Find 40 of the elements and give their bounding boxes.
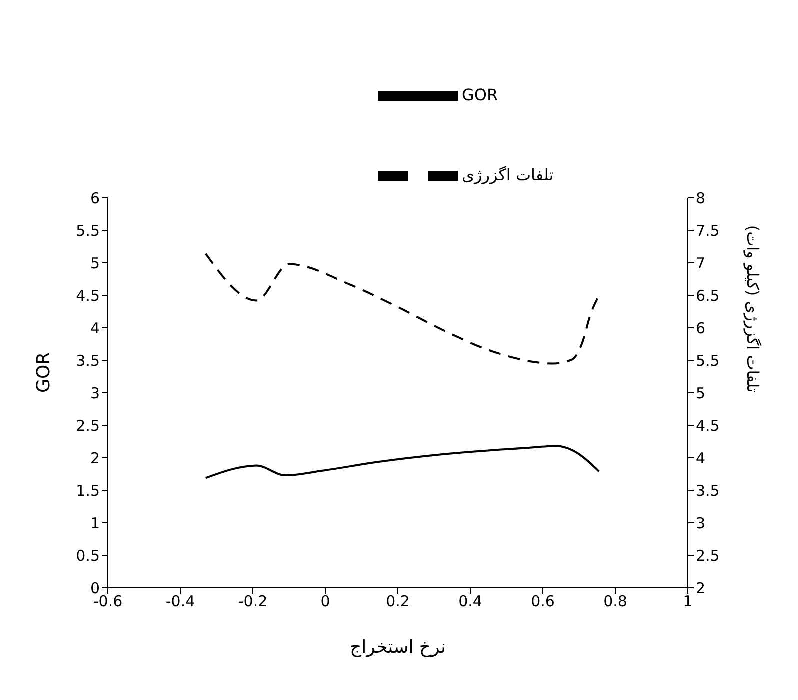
x-tick-label: 0.4 bbox=[458, 592, 482, 611]
y2-tick-label: 5.5 bbox=[696, 352, 720, 370]
line-series bbox=[204, 445, 600, 480]
x-tick-label: 1 bbox=[683, 592, 693, 611]
y-tick-label: 3.5 bbox=[76, 352, 100, 370]
x-tick-label: 0.6 bbox=[531, 592, 555, 611]
y2-tick-label: 3 bbox=[696, 514, 706, 532]
y2-tick-label: 2.5 bbox=[696, 546, 720, 565]
y2-tick-label: 4.5 bbox=[696, 416, 720, 435]
y-tick-label: 2.5 bbox=[76, 416, 100, 435]
y2-tick-label: 6.5 bbox=[696, 286, 720, 305]
legend-label: تلفات اگزرژی bbox=[462, 165, 554, 184]
y2-tick-label: 2 bbox=[696, 579, 706, 598]
y2-tick-label: 3.5 bbox=[696, 482, 720, 500]
y-tick-label: 5 bbox=[90, 254, 100, 272]
y2-tick-label: 5 bbox=[696, 384, 706, 402]
legend-label: GOR bbox=[462, 85, 498, 104]
y-tick-label: 1.5 bbox=[76, 482, 100, 500]
x-tick-label: -0.4 bbox=[166, 592, 196, 611]
y-tick-label: 5.5 bbox=[76, 222, 100, 240]
y2-tick-label: 7 bbox=[696, 254, 706, 272]
x-tick-label: -0.2 bbox=[238, 592, 268, 611]
x-tick-label: 0 bbox=[320, 592, 330, 611]
y-axis-title: GOR bbox=[33, 352, 54, 393]
y-tick-label: 4.5 bbox=[76, 286, 100, 305]
y-tick-label: 1 bbox=[90, 514, 100, 532]
line-series bbox=[204, 252, 600, 365]
y-tick-label: 6 bbox=[90, 189, 100, 208]
y-tick-label: 3 bbox=[90, 384, 100, 402]
y-tick-label: 2 bbox=[90, 449, 100, 468]
x-axis-title: نرخ استخراج bbox=[350, 637, 446, 658]
y-tick-label: 0.5 bbox=[76, 546, 100, 565]
x-tick-label: 0.8 bbox=[604, 592, 628, 611]
y2-tick-label: 7.5 bbox=[696, 222, 720, 240]
x-tick-label: 0.2 bbox=[386, 592, 410, 611]
y2-tick-label: 6 bbox=[696, 319, 706, 338]
y-tick-label: 4 bbox=[90, 319, 100, 338]
y2-tick-label: 4 bbox=[696, 449, 706, 468]
y2-tick-label: 8 bbox=[696, 189, 706, 208]
y2-axis-title: تلفات اگزرژی (کیلو وات) bbox=[743, 225, 762, 393]
